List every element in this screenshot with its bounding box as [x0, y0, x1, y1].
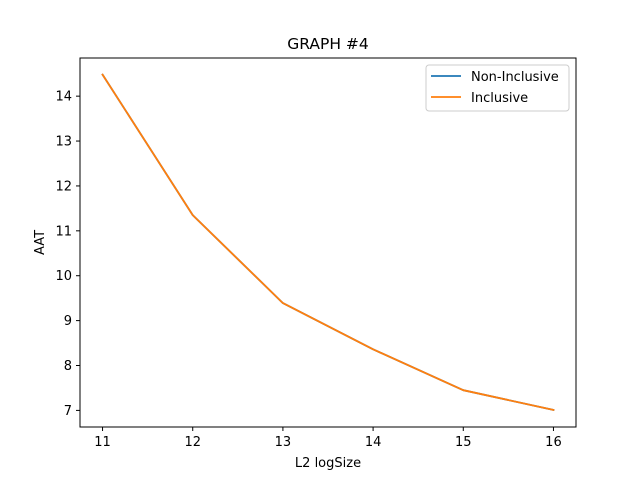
series-line-inclusive	[101, 73, 555, 412]
y-axis-label: AAT	[33, 230, 48, 255]
y-tick-label: 10	[55, 269, 72, 284]
y-tick-label: 9	[64, 314, 72, 329]
chart-title: GRAPH #4	[287, 35, 369, 53]
y-tick-label: 13	[55, 135, 72, 150]
y-tick-label: 11	[55, 224, 72, 239]
x-tick-label: 12	[184, 435, 201, 450]
plot-frame	[79, 57, 577, 428]
y-tick-label: 8	[64, 359, 72, 374]
legend: Non-Inclusive Inclusive	[425, 64, 570, 112]
y-tick-label: 12	[55, 179, 72, 194]
y-tick-label: 14	[55, 90, 72, 105]
legend-box	[425, 64, 570, 112]
x-tick-label: 14	[365, 435, 382, 450]
x-tick-label: 13	[275, 435, 292, 450]
legend-label-non-inclusive: Non-Inclusive	[471, 70, 559, 85]
x-tick-label: 11	[94, 435, 111, 450]
series-line-non-inclusive	[101, 73, 555, 412]
x-tick-label: 16	[545, 435, 562, 450]
series-layer	[101, 73, 555, 412]
y-tick-label: 7	[64, 404, 72, 419]
x-axis-label: L2 logSize	[295, 456, 361, 471]
x-tick-label: 15	[455, 435, 472, 450]
legend-label-inclusive: Inclusive	[471, 91, 528, 106]
x-axis: 11 12 13 14 15 16	[94, 427, 562, 450]
y-axis: 7 8 9 10 11 12 13 14	[55, 90, 80, 419]
